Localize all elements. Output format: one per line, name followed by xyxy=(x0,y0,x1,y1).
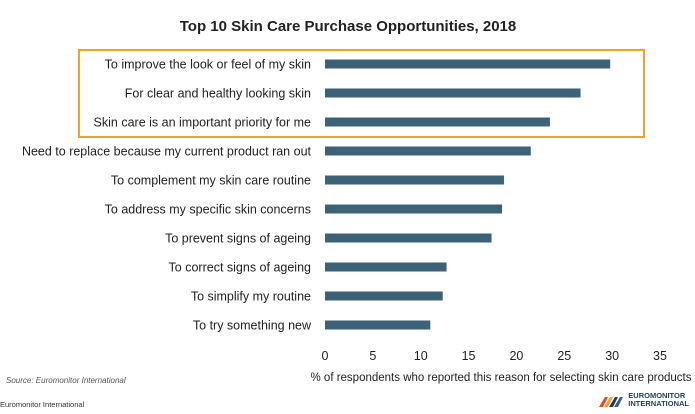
x-tick-label: 10 xyxy=(414,349,428,363)
category-label: To prevent signs of ageing xyxy=(165,232,311,246)
category-label: Skin care is an important priority for m… xyxy=(94,116,311,130)
bar xyxy=(325,175,504,185)
source-note: Source: Euromonitor International xyxy=(6,376,126,385)
category-label: To correct signs of ageing xyxy=(169,261,311,275)
bar xyxy=(325,117,550,127)
category-label: To improve the look or feel of my skin xyxy=(105,58,311,72)
chart-title: Top 10 Skin Care Purchase Opportunities,… xyxy=(180,18,517,35)
bar xyxy=(325,88,581,98)
category-label: To address my specific skin concerns xyxy=(105,203,311,217)
x-tick-label: 0 xyxy=(322,349,329,363)
category-label: To complement my skin care routine xyxy=(111,174,311,188)
x-axis-label: % of respondents who reported this reaso… xyxy=(311,372,692,384)
x-tick-label: 30 xyxy=(605,349,619,363)
highlight-box xyxy=(78,49,645,138)
x-tick-label: 5 xyxy=(369,349,376,363)
x-tick-label: 20 xyxy=(509,349,523,363)
bar xyxy=(325,320,431,330)
footer-text: Euromonitor International xyxy=(0,400,85,409)
category-label: Need to replace because my current produ… xyxy=(22,145,312,159)
logo-line-1: EUROMONITOR xyxy=(628,391,686,400)
category-label: To try something new xyxy=(193,319,312,333)
category-label: For clear and healthy looking skin xyxy=(125,87,311,101)
logo-mark-icon xyxy=(599,397,624,407)
x-tick-label: 35 xyxy=(653,349,667,363)
category-labels: To improve the look or feel of my skin Fo… xyxy=(22,58,312,333)
x-axis-ticks: 0 5 10 15 20 25 30 35 xyxy=(322,349,667,363)
bar xyxy=(325,262,447,272)
category-label: To simplify my routine xyxy=(191,290,311,304)
bar xyxy=(325,59,611,69)
euromonitor-logo: EUROMONITOR INTERNATIONAL xyxy=(599,392,689,408)
x-tick-label: 25 xyxy=(557,349,571,363)
bars xyxy=(325,59,611,330)
bar xyxy=(325,233,492,243)
logo-line-2: INTERNATIONAL xyxy=(628,399,689,408)
x-tick-label: 15 xyxy=(462,349,476,363)
bar xyxy=(325,146,531,156)
bar xyxy=(325,291,443,301)
bar xyxy=(325,204,503,214)
